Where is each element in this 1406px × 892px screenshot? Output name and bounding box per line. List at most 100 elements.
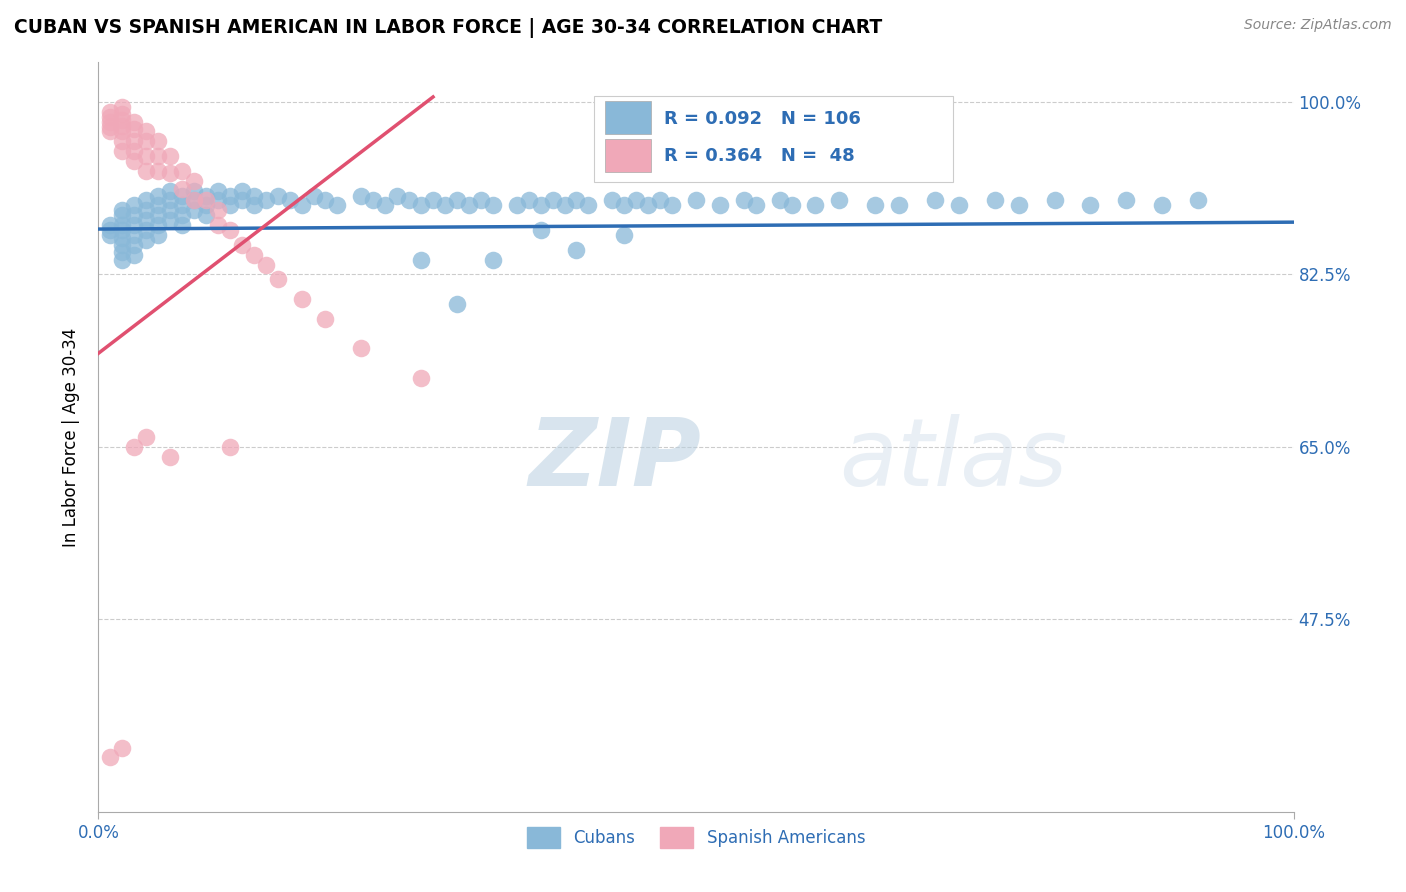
Point (481, 198, 505, 212)
Point (1115, 194, 1137, 208)
Point (183, 174, 205, 188)
Point (1152, 198, 1174, 212)
Point (302, 188, 325, 202)
Point (411, 252, 433, 267)
Point (148, 188, 170, 202)
Point (385, 188, 409, 202)
Point (124, 218, 146, 232)
Point (183, 194, 205, 208)
Point (98, 223, 122, 237)
Point (195, 194, 218, 208)
Point (124, 208, 146, 222)
Point (243, 188, 266, 202)
Point (254, 194, 277, 208)
Point (219, 188, 242, 202)
Point (231, 194, 253, 208)
Point (111, 134, 134, 148)
Text: CUBAN VS SPANISH AMERICAN IN LABOR FORCE | AGE 30-34 CORRELATION CHART: CUBAN VS SPANISH AMERICAN IN LABOR FORCE… (14, 18, 883, 37)
Point (565, 243, 588, 257)
Point (183, 194, 205, 208)
Point (207, 218, 229, 232)
Point (411, 371, 433, 385)
Point (1008, 198, 1031, 212)
Point (733, 194, 755, 208)
Point (865, 198, 887, 212)
Point (517, 194, 540, 208)
Point (172, 208, 194, 222)
Point (111, 100, 134, 114)
Point (148, 164, 170, 178)
Point (363, 194, 385, 208)
Point (948, 198, 970, 212)
Point (135, 134, 157, 148)
Point (111, 252, 134, 267)
Point (207, 184, 229, 198)
Point (98, 750, 122, 764)
Point (159, 149, 181, 163)
Point (195, 208, 218, 222)
Point (111, 740, 134, 755)
Point (326, 198, 349, 212)
Point (1187, 194, 1209, 208)
Point (231, 184, 253, 198)
Point (148, 149, 170, 163)
Point (745, 198, 768, 212)
Point (98, 227, 122, 242)
Point (111, 119, 134, 133)
Point (148, 227, 170, 242)
Point (124, 134, 146, 148)
Point (111, 112, 134, 127)
Point (506, 198, 529, 212)
Point (924, 194, 946, 208)
Point (124, 198, 146, 212)
Point (111, 237, 134, 252)
Point (135, 149, 157, 163)
Text: R = 0.092   N = 106: R = 0.092 N = 106 (664, 110, 860, 128)
Point (243, 248, 266, 262)
Point (434, 198, 457, 212)
Point (530, 198, 553, 212)
Point (135, 194, 157, 208)
Point (111, 144, 134, 158)
Text: ZIP: ZIP (529, 414, 702, 506)
Point (350, 342, 373, 356)
Point (315, 311, 337, 326)
Point (565, 194, 588, 208)
Point (148, 134, 170, 148)
Point (219, 223, 242, 237)
Point (470, 194, 492, 208)
Point (98, 218, 122, 232)
Point (124, 227, 146, 242)
FancyBboxPatch shape (595, 96, 953, 182)
Point (124, 237, 146, 252)
Point (183, 203, 205, 218)
Point (148, 208, 170, 222)
Point (889, 198, 911, 212)
Point (804, 198, 827, 212)
Point (98, 104, 122, 119)
Point (481, 252, 505, 267)
Point (219, 198, 242, 212)
Point (124, 154, 146, 169)
Point (291, 198, 314, 212)
Point (207, 203, 229, 218)
Point (828, 194, 851, 208)
Point (709, 198, 731, 212)
Point (111, 203, 134, 218)
Point (207, 194, 229, 208)
Point (159, 194, 181, 208)
Point (135, 430, 157, 444)
Point (159, 450, 181, 464)
Point (172, 181, 194, 195)
Point (159, 213, 181, 227)
Point (602, 194, 624, 208)
Point (278, 194, 301, 208)
Point (159, 184, 181, 198)
Point (267, 272, 290, 286)
Point (626, 194, 648, 208)
Point (243, 198, 266, 212)
Point (111, 244, 134, 259)
Point (135, 203, 157, 218)
Point (661, 198, 683, 212)
Point (613, 198, 636, 212)
